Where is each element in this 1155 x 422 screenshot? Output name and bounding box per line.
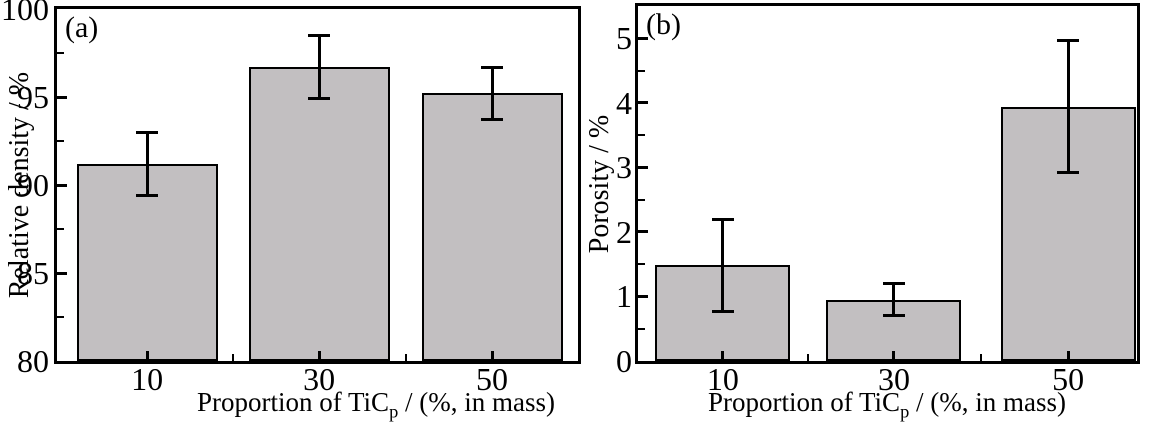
panel-label: (b) (646, 8, 681, 41)
y-minor-tick (638, 69, 645, 72)
y-axis-title: Relative density / % (4, 71, 35, 299)
y-tick-label: 90 (17, 167, 49, 203)
x-axis-title-main: Proportion of TiC (197, 387, 390, 417)
y-tick-label: 2 (616, 213, 632, 250)
error-bar-cap-top (481, 65, 504, 69)
x-major-tick (317, 351, 321, 361)
y-tick-label: 5 (616, 20, 632, 57)
x-axis-title: Proportion of TiCp / (%, in mass) (66, 387, 686, 422)
y-tick-label: 80 (17, 343, 49, 379)
y-major-tick (638, 294, 648, 298)
y-minor-tick (638, 134, 645, 137)
y-tick-label: 95 (17, 79, 49, 115)
y-major-tick (57, 271, 67, 275)
x-major-tick (145, 351, 149, 361)
x-tick-label: 10 (131, 361, 164, 397)
error-bar-cap-top (1057, 39, 1080, 43)
error-bar-cap-top (308, 33, 331, 37)
y-minor-tick (57, 52, 64, 54)
y-minor-tick (638, 263, 645, 266)
y-minor-tick (638, 327, 645, 330)
x-axis-title: Proportion of TiCp / (%, in mass) (577, 387, 1155, 422)
x-major-tick (721, 351, 725, 361)
x-major-tick (490, 351, 494, 361)
y-tick-label: 1 (616, 278, 632, 315)
x-axis-title-main: Proportion of TiC (708, 387, 901, 417)
x-minor-tick (980, 354, 983, 361)
x-tick-label: 30 (303, 361, 336, 397)
y-tick-label: 100 (1, 0, 49, 27)
x-minor-tick (404, 354, 407, 361)
y-axis-title: Porosity / % (584, 114, 615, 253)
error-bar-cap-top (882, 282, 905, 286)
error-bar-cap-bottom (308, 97, 331, 101)
x-axis-title-rest: / (%, in mass) (398, 387, 555, 417)
error-bar-whisker (145, 132, 149, 196)
error-bar-whisker (892, 283, 896, 316)
y-minor-tick (57, 316, 64, 318)
error-bar-cap-bottom (711, 310, 734, 314)
error-bar-whisker (1066, 40, 1070, 173)
y-tick-label: 4 (616, 84, 632, 121)
error-bar-whisker (721, 219, 725, 312)
y-minor-tick (57, 140, 64, 142)
bar (248, 67, 390, 361)
x-tick-label: 50 (1052, 361, 1085, 397)
y-tick-label: 0 (616, 343, 632, 379)
x-tick-label: 10 (706, 361, 739, 397)
error-bar-whisker (490, 67, 494, 120)
x-major-tick (892, 351, 896, 361)
error-bar-cap-bottom (481, 118, 504, 122)
y-tick-label: 85 (17, 255, 49, 291)
error-bar-cap-bottom (882, 314, 905, 318)
y-minor-tick (57, 228, 64, 230)
error-bar-cap-top (711, 217, 734, 221)
x-axis-title-subscript: p (389, 401, 399, 422)
error-bar-cap-bottom (136, 194, 159, 198)
x-tick-label: 50 (476, 361, 509, 397)
plot-area: (a) (54, 6, 581, 364)
y-major-tick (638, 230, 648, 234)
y-minor-tick (638, 198, 645, 201)
y-major-tick (638, 165, 648, 169)
error-bar-cap-top (136, 130, 159, 134)
x-minor-tick (232, 354, 235, 361)
error-bar-whisker (317, 35, 321, 99)
plot-area: (b) (635, 3, 1140, 364)
x-axis-title-rest: / (%, in mass) (909, 387, 1066, 417)
y-major-tick (57, 183, 67, 187)
y-major-tick (57, 95, 67, 99)
error-bar-cap-bottom (1057, 171, 1080, 175)
y-major-tick (638, 101, 648, 105)
x-tick-label: 30 (877, 361, 910, 397)
bar (421, 93, 563, 361)
y-tick-label: 3 (616, 149, 632, 186)
x-axis-title-subscript: p (900, 401, 910, 422)
y-major-tick (638, 36, 648, 40)
panel-label: (a) (65, 11, 99, 44)
x-major-tick (1066, 351, 1070, 361)
x-minor-tick (807, 354, 810, 361)
